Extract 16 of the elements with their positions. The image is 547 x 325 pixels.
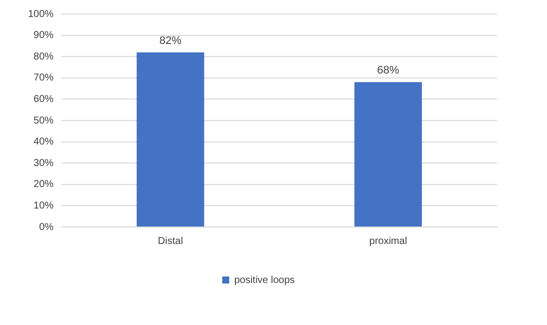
y-tick-label: 40% (34, 136, 54, 148)
y-tick-label: 0% (39, 222, 54, 233)
x-tick-label: Distal (158, 236, 183, 247)
x-tick-label: proximal (369, 236, 408, 247)
y-tick-label: 60% (34, 94, 54, 105)
data-label: 68% (377, 64, 400, 77)
y-tick-label: 80% (34, 51, 54, 62)
y-tick-label: 20% (34, 179, 54, 190)
data-label: 82% (159, 34, 182, 47)
y-tick-label: 30% (34, 158, 54, 169)
y-tick-label: 50% (34, 115, 54, 126)
y-tick-label: 100% (28, 8, 54, 20)
y-tick-label: 90% (34, 30, 54, 42)
legend-label: positive loops (234, 274, 295, 286)
y-tick-label: 70% (34, 72, 54, 84)
y-tick-label: 10% (34, 200, 54, 212)
